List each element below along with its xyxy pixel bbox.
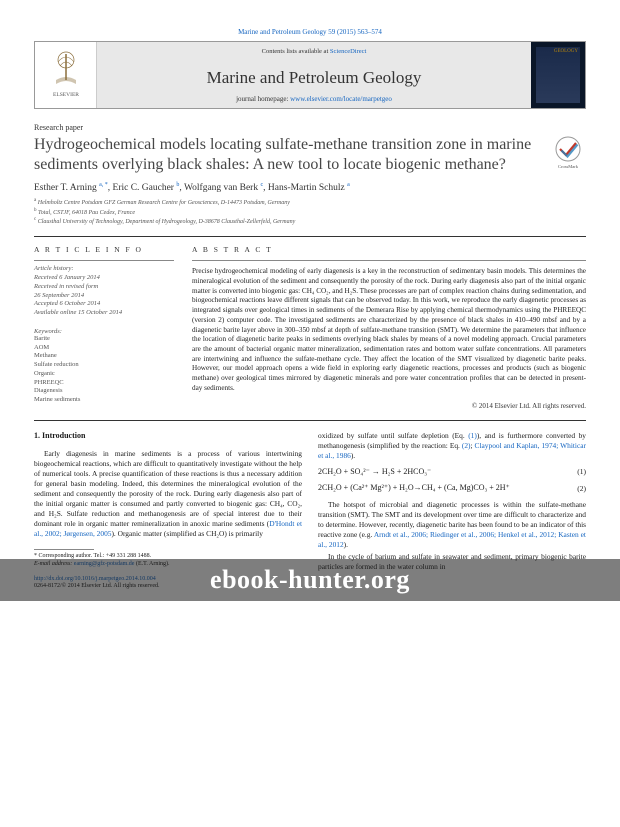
sciencedirect-link[interactable]: ScienceDirect <box>330 48 366 55</box>
journal-cover-thumb: GEOLOGY <box>536 47 580 103</box>
history-line: 26 September 2014 <box>34 292 174 301</box>
journal-name: Marine and Petroleum Geology <box>207 68 422 88</box>
affiliation: a Helmholtz Centre Potsdam GFZ German Re… <box>34 199 586 207</box>
author-affil-marker[interactable]: a, * <box>99 183 108 193</box>
keyword: Diagenesis <box>34 387 174 396</box>
author-affil-marker[interactable]: b <box>176 183 179 193</box>
footnote-divider <box>34 549 94 550</box>
body-paragraph: The hotspot of microbial and diagenetic … <box>318 500 586 550</box>
elsevier-tree-logo: ELSEVIER <box>44 50 88 100</box>
homepage-prefix: journal homepage: <box>236 95 290 103</box>
affiliation: c Clausthal University of Technology, De… <box>34 218 586 226</box>
equation-2: 2CH₂O + (Ca²⁺ Mg²⁺) + H₂O→CH₄ + (Ca, Mg)… <box>318 483 586 494</box>
journal-header-band: ELSEVIER Contents lists available at Sci… <box>34 41 586 109</box>
equation-1: 2CH₂O + SO₄²⁻ → H₂S + 2HCO₃⁻ (1) <box>318 467 586 478</box>
history-line: Received 6 January 2014 <box>34 274 174 283</box>
equation-number: (1) <box>577 467 586 477</box>
equation-ref-link[interactable]: (1) <box>468 431 477 440</box>
divider <box>192 260 586 261</box>
publisher-logo-box: ELSEVIER <box>35 42 97 108</box>
equation-body: 2CH₂O + SO₄²⁻ → H₂S + 2HCO₃⁻ <box>318 467 577 478</box>
journal-homepage-link[interactable]: www.elsevier.com/locate/marpetgeo <box>290 95 392 103</box>
keyword: AOM <box>34 344 174 353</box>
equation-number: (2) <box>577 484 586 494</box>
svg-text:ELSEVIER: ELSEVIER <box>53 92 79 98</box>
keyword: Methane <box>34 352 174 361</box>
article-history: Article history: Received 6 January 2014… <box>34 265 174 318</box>
journal-cover-box: GEOLOGY <box>531 42 585 108</box>
abstract-label: A B S T R A C T <box>192 245 586 254</box>
history-line: Received in revised form <box>34 283 174 292</box>
journal-homepage-line: journal homepage: www.elsevier.com/locat… <box>236 95 392 103</box>
keyword: Barite <box>34 335 174 344</box>
body-paragraph: Early diagenesis in marine sediments is … <box>34 449 302 539</box>
divider <box>34 260 174 261</box>
article-info-label: A R T I C L E I N F O <box>34 245 174 254</box>
svg-text:CrossMark: CrossMark <box>558 164 579 169</box>
keyword: Organic <box>34 370 174 379</box>
equation-body: 2CH₂O + (Ca²⁺ Mg²⁺) + H₂O→CH₄ + (Ca, Mg)… <box>318 483 577 494</box>
affiliation: b Total, CSTJF, 64018 Pau Cedex, France <box>34 209 586 217</box>
paper-type: Research paper <box>34 123 586 132</box>
contents-prefix: Contents lists available at <box>262 48 330 55</box>
author-list: Esther T. Arning a, *, Eric C. Gaucher b… <box>34 183 586 193</box>
author-affil-marker[interactable]: c <box>260 183 263 193</box>
history-line: Accepted 6 October 2014 <box>34 300 174 309</box>
paper-title: Hydrogeochemical models locating sulfate… <box>34 135 542 175</box>
contents-line: Contents lists available at ScienceDirec… <box>262 48 367 55</box>
watermark-overlay: ebook-hunter.org <box>0 559 620 601</box>
copyright-line: © 2014 Elsevier Ltd. All rights reserved… <box>192 402 586 410</box>
keywords-heading: Keywords: <box>34 328 174 335</box>
journal-citation: Marine and Petroleum Geology 59 (2015) 5… <box>34 28 586 36</box>
divider <box>34 420 586 421</box>
history-heading: Article history: <box>34 265 174 274</box>
history-line: Available online 15 October 2014 <box>34 309 174 318</box>
keywords-list: Barite AOM Methane Sulfate reduction Org… <box>34 335 174 405</box>
abstract-text: Precise hydrogeochemical modeling of ear… <box>192 267 586 393</box>
keyword: PHREEQC <box>34 379 174 388</box>
divider <box>34 236 586 237</box>
section-heading-introduction: 1. Introduction <box>34 431 302 442</box>
keyword: Sulfate reduction <box>34 361 174 370</box>
author-affil-marker[interactable]: a <box>347 183 350 193</box>
equation-ref-link[interactable]: (2) <box>462 441 471 450</box>
journal-header-center: Contents lists available at ScienceDirec… <box>97 42 531 108</box>
crossmark-icon[interactable]: CrossMark <box>550 135 586 171</box>
keyword: Marine sediments <box>34 396 174 405</box>
body-paragraph: oxidized by sulfate until sulfate deplet… <box>318 431 586 461</box>
